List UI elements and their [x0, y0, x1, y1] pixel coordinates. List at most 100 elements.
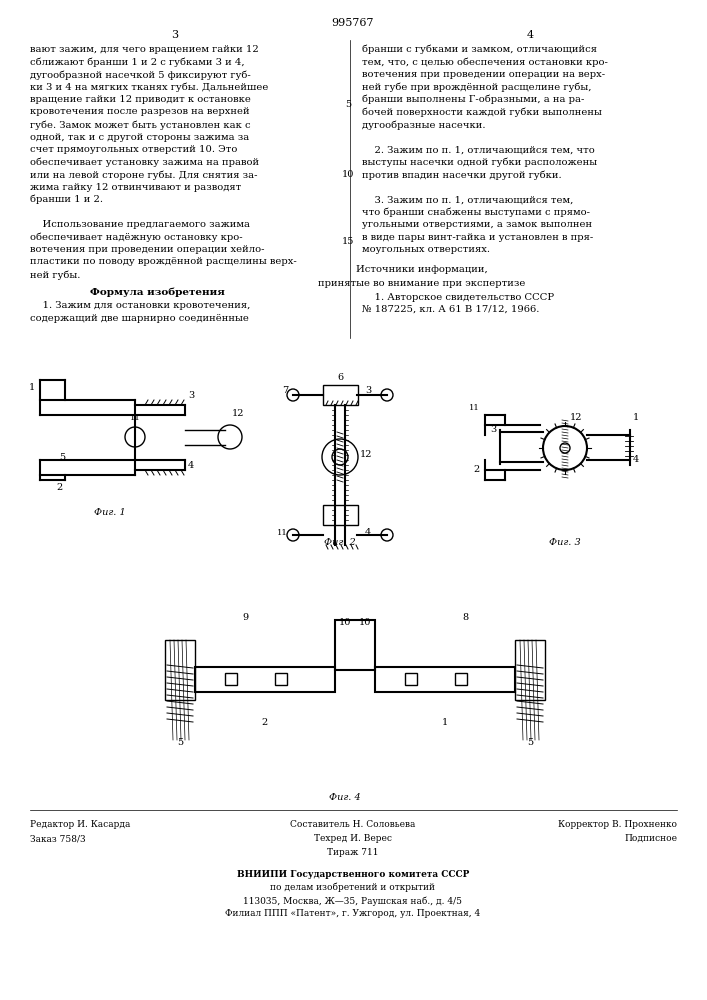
Text: одной, так и с другой стороны зажима за: одной, так и с другой стороны зажима за: [30, 132, 250, 141]
Text: 4: 4: [633, 455, 639, 464]
Text: Составитель Н. Соловьева: Составитель Н. Соловьева: [291, 820, 416, 829]
Bar: [375, 667, 515, 692]
Text: 9: 9: [242, 613, 248, 622]
Text: или на левой стороне губы. Для снятия за-: или на левой стороне губы. Для снятия за…: [30, 170, 257, 180]
Text: губе. Замок может быть установлен как с: губе. Замок может быть установлен как с: [30, 120, 250, 129]
Text: 5: 5: [59, 453, 65, 462]
Text: Фиг. 3: Фиг. 3: [549, 538, 581, 547]
Text: 10: 10: [341, 170, 354, 179]
Text: 4: 4: [188, 461, 194, 470]
Circle shape: [322, 439, 358, 475]
Text: 12: 12: [232, 409, 245, 418]
Text: 5: 5: [177, 738, 183, 747]
Bar: [323, 505, 358, 525]
Text: вотечения при проведении операции на верх-: вотечения при проведении операции на вер…: [362, 70, 605, 79]
Text: 12: 12: [360, 450, 373, 459]
Text: 1: 1: [442, 718, 448, 727]
Text: 3: 3: [171, 30, 179, 40]
Text: 3. Зажим по п. 1, отличающийся тем,: 3. Зажим по п. 1, отличающийся тем,: [362, 195, 573, 204]
Bar: [165, 640, 195, 700]
Text: Фиг. 2: Фиг. 2: [324, 538, 356, 547]
Text: 7: 7: [282, 386, 288, 395]
Text: Подписное: Подписное: [624, 834, 677, 843]
Text: принятые во внимание при экспертизе: принятые во внимание при экспертизе: [318, 278, 526, 288]
Text: Филиал ППП «Патент», г. Ужгород, ул. Проектная, 4: Филиал ППП «Патент», г. Ужгород, ул. Про…: [226, 909, 481, 918]
Text: 11: 11: [277, 529, 288, 537]
Text: что бранши снабжены выступами с прямо-: что бранши снабжены выступами с прямо-: [362, 208, 590, 217]
Text: вращение гайки 12 приводит к остановке: вращение гайки 12 приводит к остановке: [30, 95, 251, 104]
Text: Фиг. 4: Фиг. 4: [329, 793, 361, 802]
Bar: [195, 667, 335, 692]
Text: 10: 10: [339, 618, 351, 627]
Text: кровотечения после разрезов на верхней: кровотечения после разрезов на верхней: [30, 107, 250, 116]
Text: 2: 2: [474, 465, 480, 474]
Text: дугообразные насечки.: дугообразные насечки.: [362, 120, 486, 129]
Text: 1: 1: [633, 413, 639, 422]
Text: № 187225, кл. А 61 В 17/12, 1966.: № 187225, кл. А 61 В 17/12, 1966.: [362, 305, 539, 314]
Text: ки 3 и 4 на мягких тканях губы. Дальнейшее: ки 3 и 4 на мягких тканях губы. Дальнейш…: [30, 83, 269, 92]
Text: 6: 6: [337, 373, 343, 382]
Bar: [405, 673, 417, 685]
Bar: [275, 673, 287, 685]
Text: бочей поверхности каждой губки выполнены: бочей поверхности каждой губки выполнены: [362, 107, 602, 117]
Text: 8: 8: [462, 613, 468, 622]
Text: 5: 5: [345, 100, 351, 109]
Text: 11: 11: [469, 404, 480, 412]
Text: вают зажим, для чего вращением гайки 12: вают зажим, для чего вращением гайки 12: [30, 45, 259, 54]
Text: 15: 15: [341, 237, 354, 246]
Text: 1. Зажим для остановки кровотечения,: 1. Зажим для остановки кровотечения,: [30, 302, 250, 310]
Text: 113035, Москва, Ж—35, Раушская наб., д. 4/5: 113035, Москва, Ж—35, Раушская наб., д. …: [243, 896, 462, 906]
Text: по делам изобретений и открытий: по делам изобретений и открытий: [271, 883, 436, 892]
Text: обеспечивает установку зажима на правой: обеспечивает установку зажима на правой: [30, 157, 259, 167]
Text: 10: 10: [359, 618, 371, 627]
Text: 3: 3: [491, 425, 497, 434]
Text: 995767: 995767: [332, 18, 374, 28]
Text: Источники информации,: Источники информации,: [356, 265, 488, 274]
Text: ВНИИПИ Государственного комитета СССР: ВНИИПИ Государственного комитета СССР: [237, 870, 469, 879]
Text: выступы насечки одной губки расположены: выступы насечки одной губки расположены: [362, 157, 597, 167]
Text: ней губе при врождённой расщелине губы,: ней губе при врождённой расщелине губы,: [362, 83, 592, 92]
Bar: [455, 673, 467, 685]
Text: Редактор И. Касарда: Редактор И. Касарда: [30, 820, 130, 829]
Bar: [323, 385, 358, 405]
Text: угольными отверстиями, а замок выполнен: угольными отверстиями, а замок выполнен: [362, 220, 592, 229]
Text: 2: 2: [262, 718, 268, 727]
Bar: [335, 620, 375, 670]
Text: вотечения при проведении операции хейло-: вотечения при проведении операции хейло-: [30, 245, 264, 254]
Text: 2. Зажим по п. 1, отличающийся тем, что: 2. Зажим по п. 1, отличающийся тем, что: [362, 145, 595, 154]
Text: 3: 3: [365, 386, 371, 395]
Text: 4: 4: [365, 528, 371, 537]
Text: Использование предлагаемого зажима: Использование предлагаемого зажима: [30, 220, 250, 229]
Text: моугольных отверстиях.: моугольных отверстиях.: [362, 245, 490, 254]
Text: обеспечивает надёжную остановку кро-: обеспечивает надёжную остановку кро-: [30, 232, 243, 242]
Text: бранши с губками и замком, отличающийся: бранши с губками и замком, отличающийся: [362, 45, 597, 54]
Text: против впадин насечки другой губки.: против впадин насечки другой губки.: [362, 170, 561, 180]
Text: в виде пары винт-гайка и установлен в пря-: в виде пары винт-гайка и установлен в пр…: [362, 232, 593, 241]
Text: 3: 3: [188, 391, 194, 400]
Text: содержащий две шарнирно соединённые: содержащий две шарнирно соединённые: [30, 314, 249, 323]
Text: 1: 1: [29, 383, 35, 392]
Text: Техред И. Верес: Техред И. Верес: [314, 834, 392, 843]
Text: ней губы.: ней губы.: [30, 270, 81, 279]
Text: 12: 12: [570, 413, 583, 422]
Text: счет прямоугольных отверстий 10. Это: счет прямоугольных отверстий 10. Это: [30, 145, 238, 154]
Text: Фиг. 1: Фиг. 1: [94, 508, 126, 517]
Text: дугообразной насечкой 5 фиксируют губ-: дугообразной насечкой 5 фиксируют губ-: [30, 70, 251, 80]
Text: пластики по поводу врождённой расщелины верх-: пластики по поводу врождённой расщелины …: [30, 257, 297, 266]
Text: Формула изобретения: Формула изобретения: [90, 288, 225, 297]
Text: 4: 4: [527, 30, 534, 40]
Text: тем, что, с целью обеспечения остановки кро-: тем, что, с целью обеспечения остановки …: [362, 57, 608, 67]
Text: сближают бранши 1 и 2 с губками 3 и 4,: сближают бранши 1 и 2 с губками 3 и 4,: [30, 57, 245, 67]
Text: 5: 5: [527, 738, 533, 747]
Bar: [515, 640, 545, 700]
Text: 1. Авторское свидетельство СССР: 1. Авторское свидетельство СССР: [362, 292, 554, 302]
Text: жима гайку 12 отвинчивают и разводят: жима гайку 12 отвинчивают и разводят: [30, 182, 241, 192]
Text: Корректор В. Прохненко: Корректор В. Прохненко: [558, 820, 677, 829]
Text: Заказ 758/3: Заказ 758/3: [30, 834, 86, 843]
Text: 11: 11: [129, 414, 141, 422]
Bar: [225, 673, 237, 685]
Text: бранши выполнены Г-образными, а на ра-: бранши выполнены Г-образными, а на ра-: [362, 95, 585, 104]
Text: 2: 2: [57, 483, 63, 492]
Text: бранши 1 и 2.: бранши 1 и 2.: [30, 195, 103, 205]
Text: Тираж 711: Тираж 711: [327, 848, 379, 857]
